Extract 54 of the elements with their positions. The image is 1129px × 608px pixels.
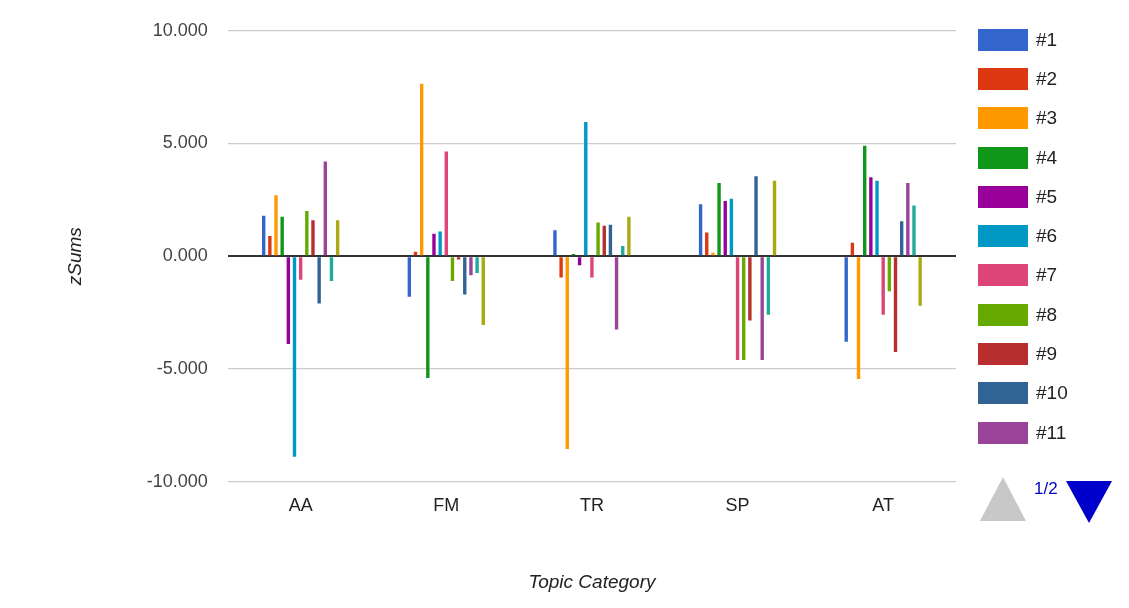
x-tick-label: FM — [433, 495, 460, 516]
y-tick-label: 10.000 — [152, 19, 208, 40]
y-tick-label: -10.000 — [146, 470, 208, 491]
bar — [268, 235, 272, 256]
legend-label: #9 — [1036, 343, 1058, 366]
x-tick-label: AA — [288, 495, 313, 516]
bar — [596, 222, 600, 256]
bar — [559, 257, 563, 278]
bar — [717, 182, 721, 256]
bar — [311, 220, 315, 256]
bar — [317, 257, 321, 304]
bar — [875, 180, 879, 256]
legend-label: #5 — [1036, 185, 1058, 208]
bar — [469, 257, 473, 276]
bar — [748, 257, 752, 321]
legend-label: #2 — [1036, 67, 1058, 90]
y-tick-label: -5.000 — [156, 357, 208, 378]
legend-label: #11 — [1036, 421, 1067, 444]
bar — [590, 257, 594, 278]
bar — [463, 257, 467, 295]
y-tick-label: 0.000 — [162, 245, 208, 266]
bar — [438, 231, 442, 256]
legend-label: #1 — [1036, 28, 1058, 51]
bar — [432, 233, 436, 256]
x-tick-label: TR — [579, 495, 604, 516]
bar — [881, 257, 885, 315]
bar — [553, 230, 557, 256]
x-tick-label: AT — [872, 495, 895, 516]
bar — [426, 257, 430, 378]
bar — [869, 177, 873, 256]
x-axis-title: Topic Category — [528, 570, 657, 592]
bar — [918, 257, 922, 306]
bar — [298, 257, 303, 280]
legend-label: #6 — [1036, 225, 1058, 248]
bar — [305, 211, 309, 256]
x-tick-label: SP — [725, 495, 750, 516]
legend-label: #3 — [1036, 107, 1058, 130]
bar — [906, 182, 910, 256]
legend-label: #7 — [1036, 264, 1058, 287]
bar — [456, 257, 461, 260]
legend-label: #4 — [1036, 146, 1058, 169]
bar — [475, 257, 479, 274]
bar — [274, 195, 278, 256]
bar — [280, 216, 284, 256]
bar — [754, 176, 758, 256]
legend-label: #8 — [1036, 303, 1058, 326]
bar — [912, 205, 916, 256]
bar — [627, 216, 631, 256]
bar — [407, 257, 412, 297]
text: 1/2 — [1034, 479, 1058, 499]
bar — [711, 252, 715, 256]
y-tick-label: 5.000 — [162, 132, 208, 153]
y-axis-title: zSums — [63, 226, 85, 287]
legend-label: #10 — [1036, 382, 1068, 405]
